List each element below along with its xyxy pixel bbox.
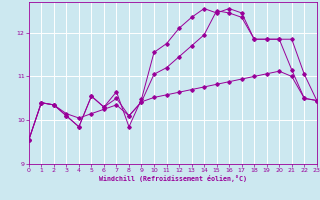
X-axis label: Windchill (Refroidissement éolien,°C): Windchill (Refroidissement éolien,°C) — [99, 175, 247, 182]
